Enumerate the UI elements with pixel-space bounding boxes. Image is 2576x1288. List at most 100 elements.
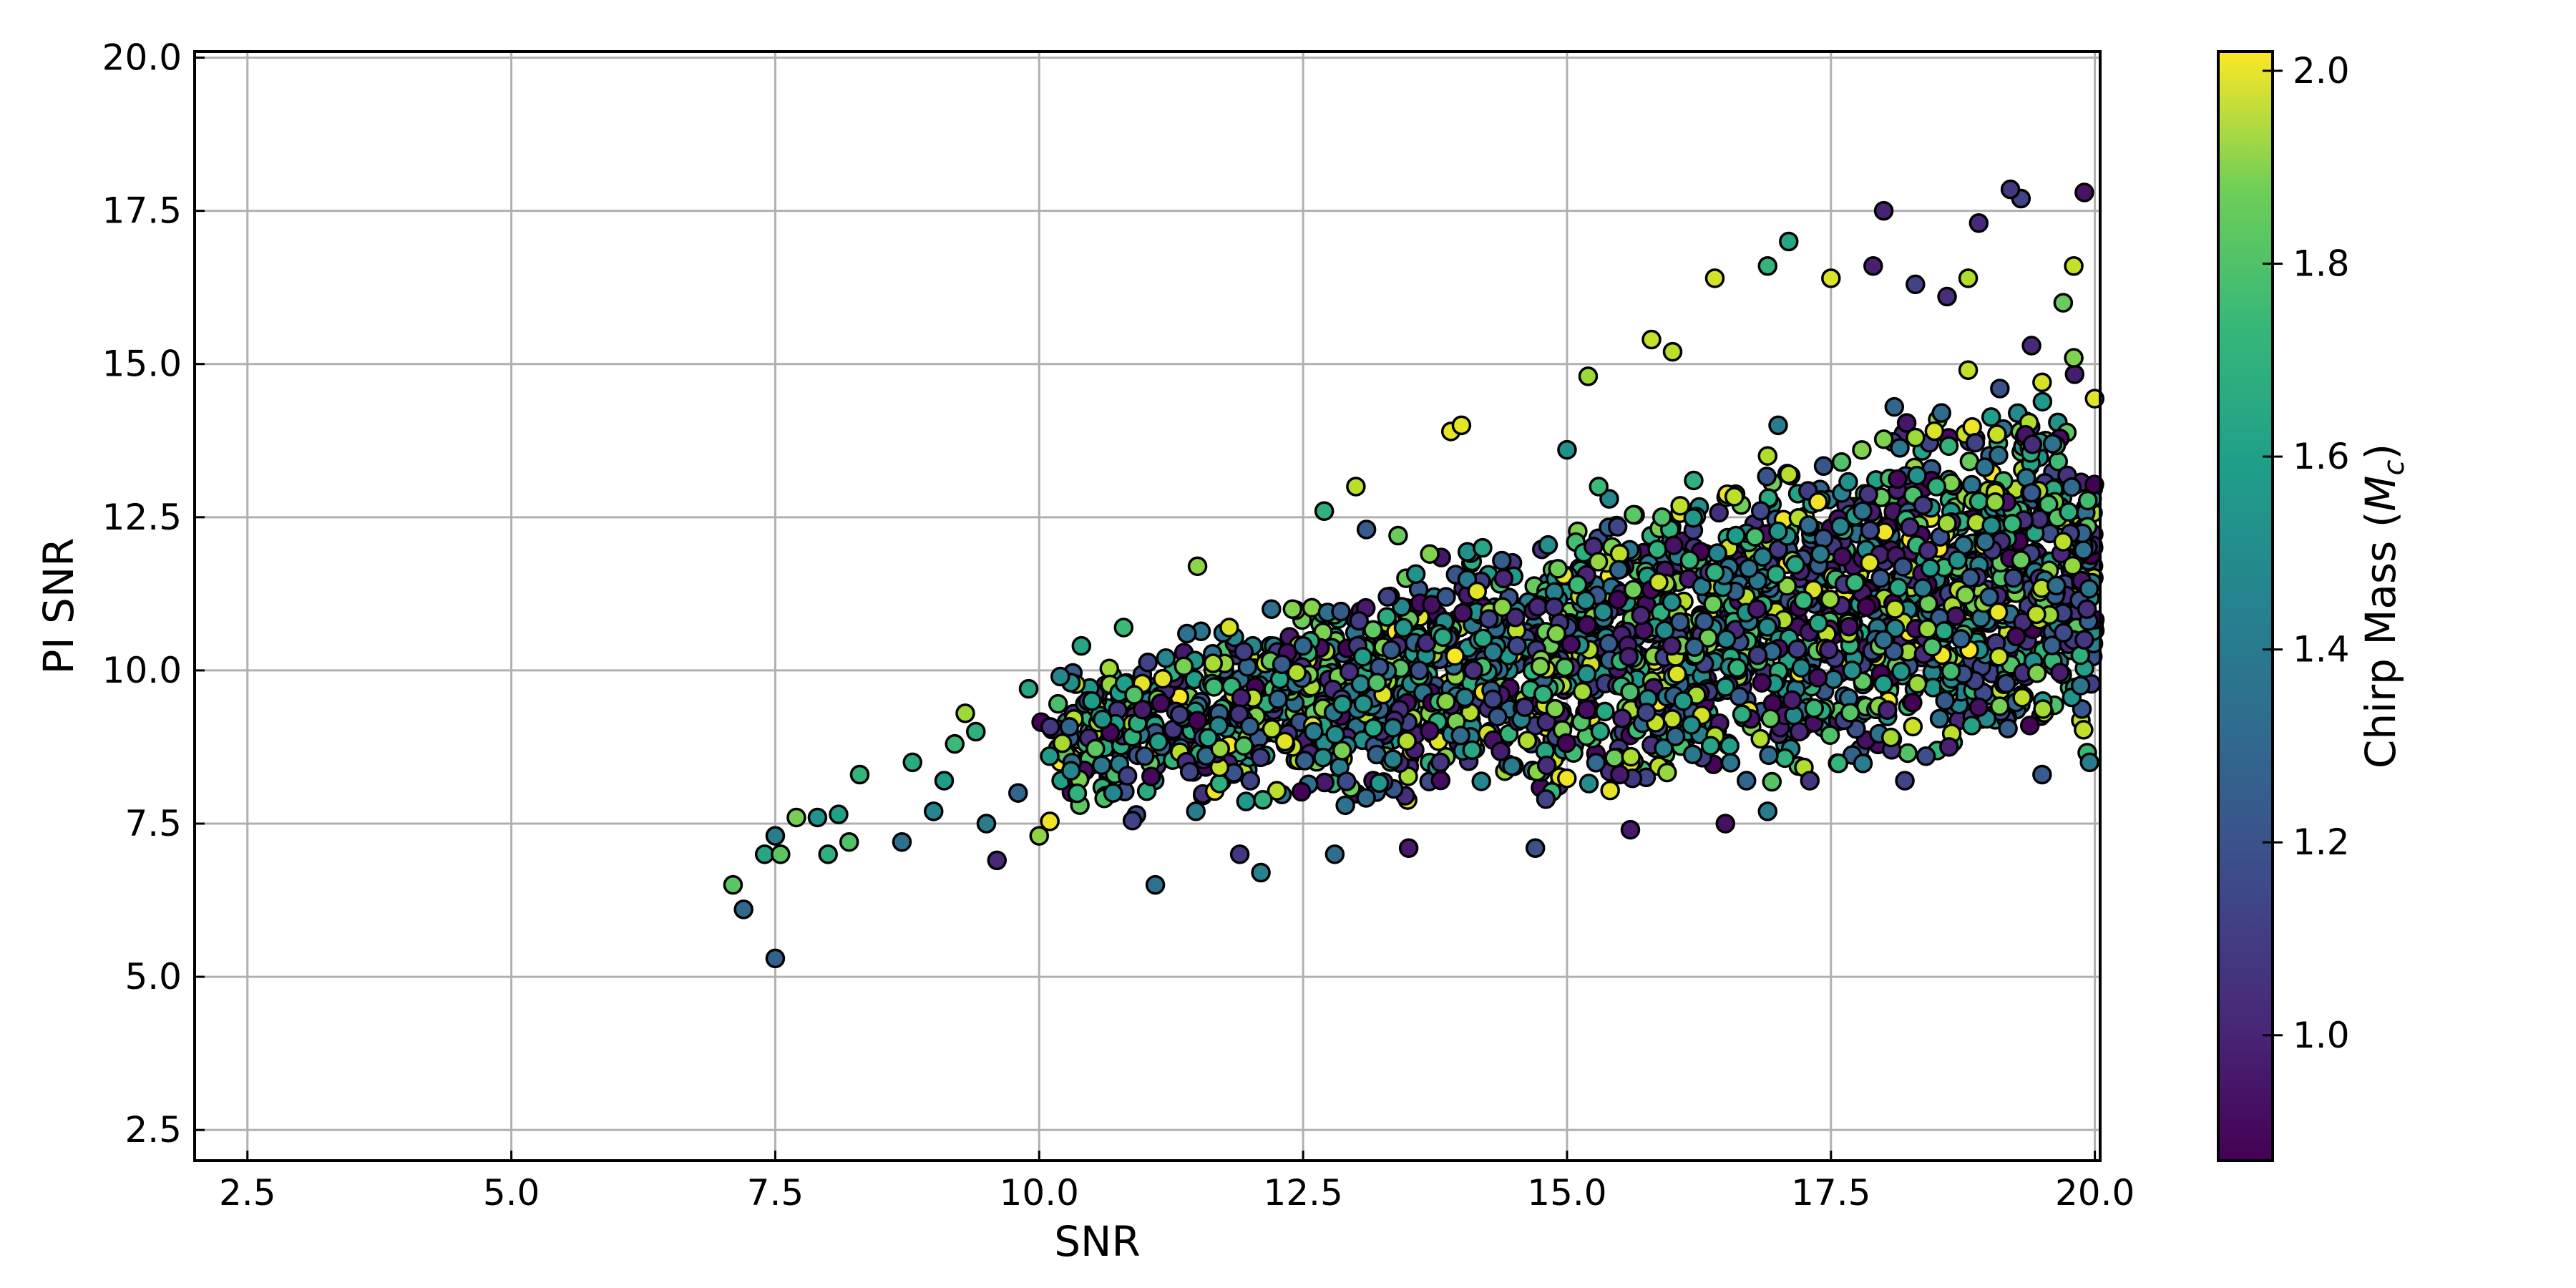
data-point (1430, 752, 1450, 773)
data-point (1505, 608, 1526, 628)
data-point (1356, 788, 1376, 808)
data-point (1250, 747, 1271, 768)
data-point (1453, 602, 1473, 623)
data-point (1873, 429, 1894, 449)
data-point (1313, 747, 1333, 768)
plot-area-frame (193, 50, 2102, 1162)
data-point (1981, 515, 2001, 536)
data-point (1757, 255, 1778, 276)
data-point (1377, 607, 1397, 627)
data-point (1471, 771, 1491, 791)
data-point (1556, 733, 1576, 753)
data-point (1561, 634, 1581, 655)
data-point (1436, 691, 1456, 712)
data-point (2053, 623, 2074, 643)
data-point (1885, 599, 1906, 619)
data-point (1103, 783, 1123, 803)
data-point (1008, 783, 1028, 803)
data-point (1667, 664, 1687, 684)
data-point (1641, 329, 1662, 350)
data-point (1631, 605, 1651, 625)
data-point (1363, 718, 1384, 738)
data-point (1546, 623, 1566, 644)
data-point (1941, 661, 1961, 681)
data-point (1858, 484, 1878, 504)
data-point (1998, 718, 2018, 738)
data-point (1052, 733, 1073, 753)
data-point (1455, 687, 1475, 708)
data-point (1479, 609, 1499, 629)
colorbar-label: Chirp Mass (Mc) (2356, 444, 2411, 769)
data-point (1050, 666, 1070, 687)
data-point (1958, 268, 1979, 288)
data-point (1787, 639, 1807, 660)
data-point (1536, 789, 1556, 809)
data-point (1567, 575, 1588, 595)
data-point (1337, 771, 1357, 791)
data-point (1492, 597, 1513, 618)
data-point (1747, 599, 1767, 620)
data-point (1808, 613, 1828, 633)
data-point (1775, 748, 1795, 769)
data-point (1845, 572, 1865, 593)
data-point (1491, 741, 1511, 761)
data-point (1798, 515, 1819, 535)
data-point (1548, 559, 1568, 579)
data-point (1604, 748, 1624, 768)
data-point (1823, 669, 1844, 690)
data-point (1853, 501, 1873, 522)
data-point (1762, 771, 1782, 792)
data-point (1352, 647, 1373, 667)
data-point (1779, 231, 1799, 252)
data-point (1922, 637, 1943, 657)
data-point (2050, 663, 2070, 683)
data-point (1363, 620, 1383, 640)
data-point (902, 752, 922, 773)
data-point (1623, 580, 1644, 600)
data-point (1369, 773, 1390, 794)
data-point (1048, 693, 1068, 714)
data-point (1885, 618, 1906, 638)
data-point (1082, 691, 1102, 711)
data-point (1987, 424, 2007, 444)
data-point (1607, 517, 1628, 537)
data-point (1572, 681, 1593, 702)
data-point (2078, 490, 2098, 511)
data-point (1863, 255, 1883, 276)
data-point (1860, 520, 1880, 540)
data-point (1903, 693, 1923, 713)
data-point (1810, 544, 1830, 564)
data-point (1463, 660, 1483, 680)
data-point (1757, 801, 1778, 821)
data-point (1145, 874, 1166, 895)
data-point (1839, 617, 1859, 637)
data-point (1398, 838, 1419, 859)
data-point (1179, 761, 1200, 782)
data-point (1662, 341, 1683, 362)
data-point (1397, 731, 1417, 751)
plot-points (723, 179, 2105, 969)
data-point (723, 874, 743, 895)
data-point (2053, 293, 2074, 313)
data-point (1768, 521, 1788, 542)
data-point (2084, 474, 2104, 494)
data-point (1673, 691, 1693, 711)
data-point (2032, 764, 2052, 785)
data-point (786, 807, 806, 828)
data-point (1593, 602, 1614, 622)
data-point (1907, 673, 1928, 694)
data-point (2079, 752, 2099, 773)
data-point (1819, 640, 1839, 660)
data-point (1684, 637, 1704, 658)
data-point (2042, 434, 2063, 454)
data-point (1174, 656, 1194, 676)
data-point (1369, 657, 1390, 678)
data-point (2053, 532, 2074, 552)
data-point (1533, 684, 1553, 704)
data-point (1040, 717, 1060, 737)
x-axis-label: SNR (1054, 1217, 1141, 1266)
data-point (1704, 562, 1725, 582)
y-axis-label: PI SNR (34, 537, 83, 674)
data-point (1436, 587, 1456, 607)
